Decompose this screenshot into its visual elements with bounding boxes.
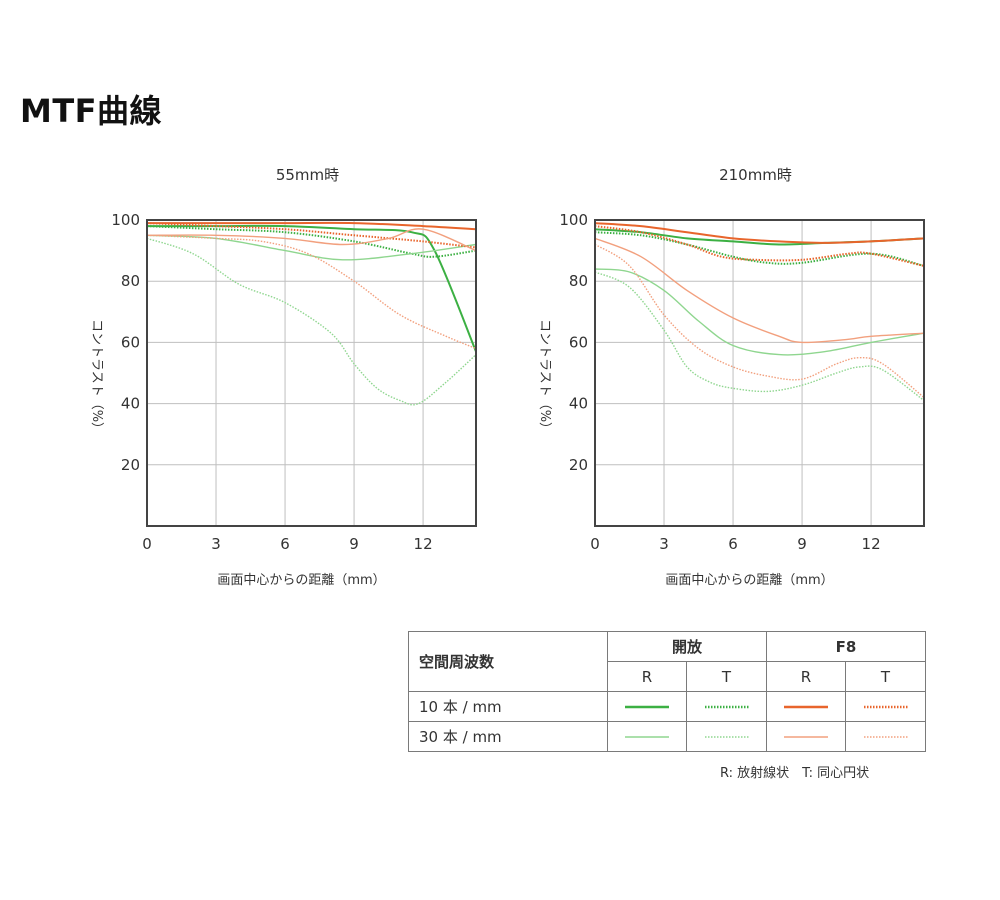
legend-swatch-f8-10-t [845, 691, 926, 722]
x-tick-label: 3 [211, 535, 221, 553]
x-axis-label: 画面中心からの距離（mm） [217, 573, 385, 588]
legend-group-open: 開放 [607, 631, 767, 662]
x-tick-label: 0 [142, 535, 152, 553]
x-tick-label: 0 [590, 535, 600, 553]
x-tick-label: 12 [414, 535, 433, 553]
series-line-open-10-T [594, 231, 925, 267]
legend-swatch-open-10-r [607, 691, 687, 722]
legend-swatch-f8-30-t [845, 721, 926, 752]
y-tick-label: 20 [569, 456, 588, 474]
chart-title: 55mm時 [276, 166, 339, 184]
y-axis-label: コントラスト（%） [89, 319, 104, 435]
x-axis-label: 画面中心からの距離（mm） [665, 573, 833, 588]
legend-swatch-f8-10-r [766, 691, 846, 722]
legend-col-f8-r: R [766, 661, 846, 692]
series-line-open-30-T [146, 237, 477, 406]
y-tick-label: 20 [121, 456, 140, 474]
y-tick-label: 80 [569, 272, 588, 290]
x-tick-label: 3 [659, 535, 669, 553]
legend-col-f8-t: T [845, 661, 926, 692]
x-tick-label: 12 [862, 535, 881, 553]
y-tick-label: 60 [569, 333, 588, 351]
legend-swatch-open-10-t [686, 691, 767, 722]
plot-frame [594, 219, 925, 527]
y-tick-label: 40 [569, 395, 588, 413]
x-tick-label: 6 [280, 535, 290, 553]
legend-swatch-f8-30-r [766, 721, 846, 752]
y-tick-label: 100 [111, 211, 140, 229]
legend-col-open-r: R [607, 661, 687, 692]
plot-frame [146, 219, 477, 527]
series-line-f8-30-T [594, 243, 925, 399]
y-tick-label: 40 [121, 395, 140, 413]
legend-swatch-open-30-t [686, 721, 767, 752]
series-line-f8-10-T [594, 225, 925, 267]
x-tick-label: 9 [349, 535, 359, 553]
legend-header: 空間周波数 [408, 631, 608, 692]
legend-col-open-t: T [686, 661, 767, 692]
series-line-f8-30-T [146, 234, 477, 350]
series-line-open-10-R [146, 224, 477, 352]
y-tick-label: 100 [559, 211, 588, 229]
series-line-open-30-R [594, 268, 925, 356]
x-tick-label: 9 [797, 535, 807, 553]
series-line-open-10-T [146, 225, 477, 258]
x-tick-label: 6 [728, 535, 738, 553]
series-line-f8-30-R [594, 237, 925, 344]
y-tick-label: 60 [121, 333, 140, 351]
y-tick-label: 80 [121, 272, 140, 290]
page-title: MTF曲線 [20, 92, 163, 130]
legend-note: R: 放射線状 T: 同心円状 [720, 766, 870, 781]
y-axis-label: コントラスト（%） [537, 319, 552, 435]
series-line-f8-10-R [594, 222, 925, 244]
chart-title: 210mm時 [719, 166, 792, 184]
legend-row-30: 30 本 / mm [408, 721, 608, 752]
legend-table: 空間周波数 開放 F8 R T R T 10 本 / mm 30 本 / mm [408, 631, 926, 752]
legend-swatch-open-30-r [607, 721, 687, 752]
series-line-f8-10-R [146, 221, 477, 231]
series-line-open-30-T [594, 271, 925, 402]
legend-group-f8: F8 [766, 631, 926, 662]
series-line-f8-10-T [146, 222, 477, 249]
legend-row-10: 10 本 / mm [408, 691, 608, 722]
series-line-f8-30-R [146, 228, 477, 252]
